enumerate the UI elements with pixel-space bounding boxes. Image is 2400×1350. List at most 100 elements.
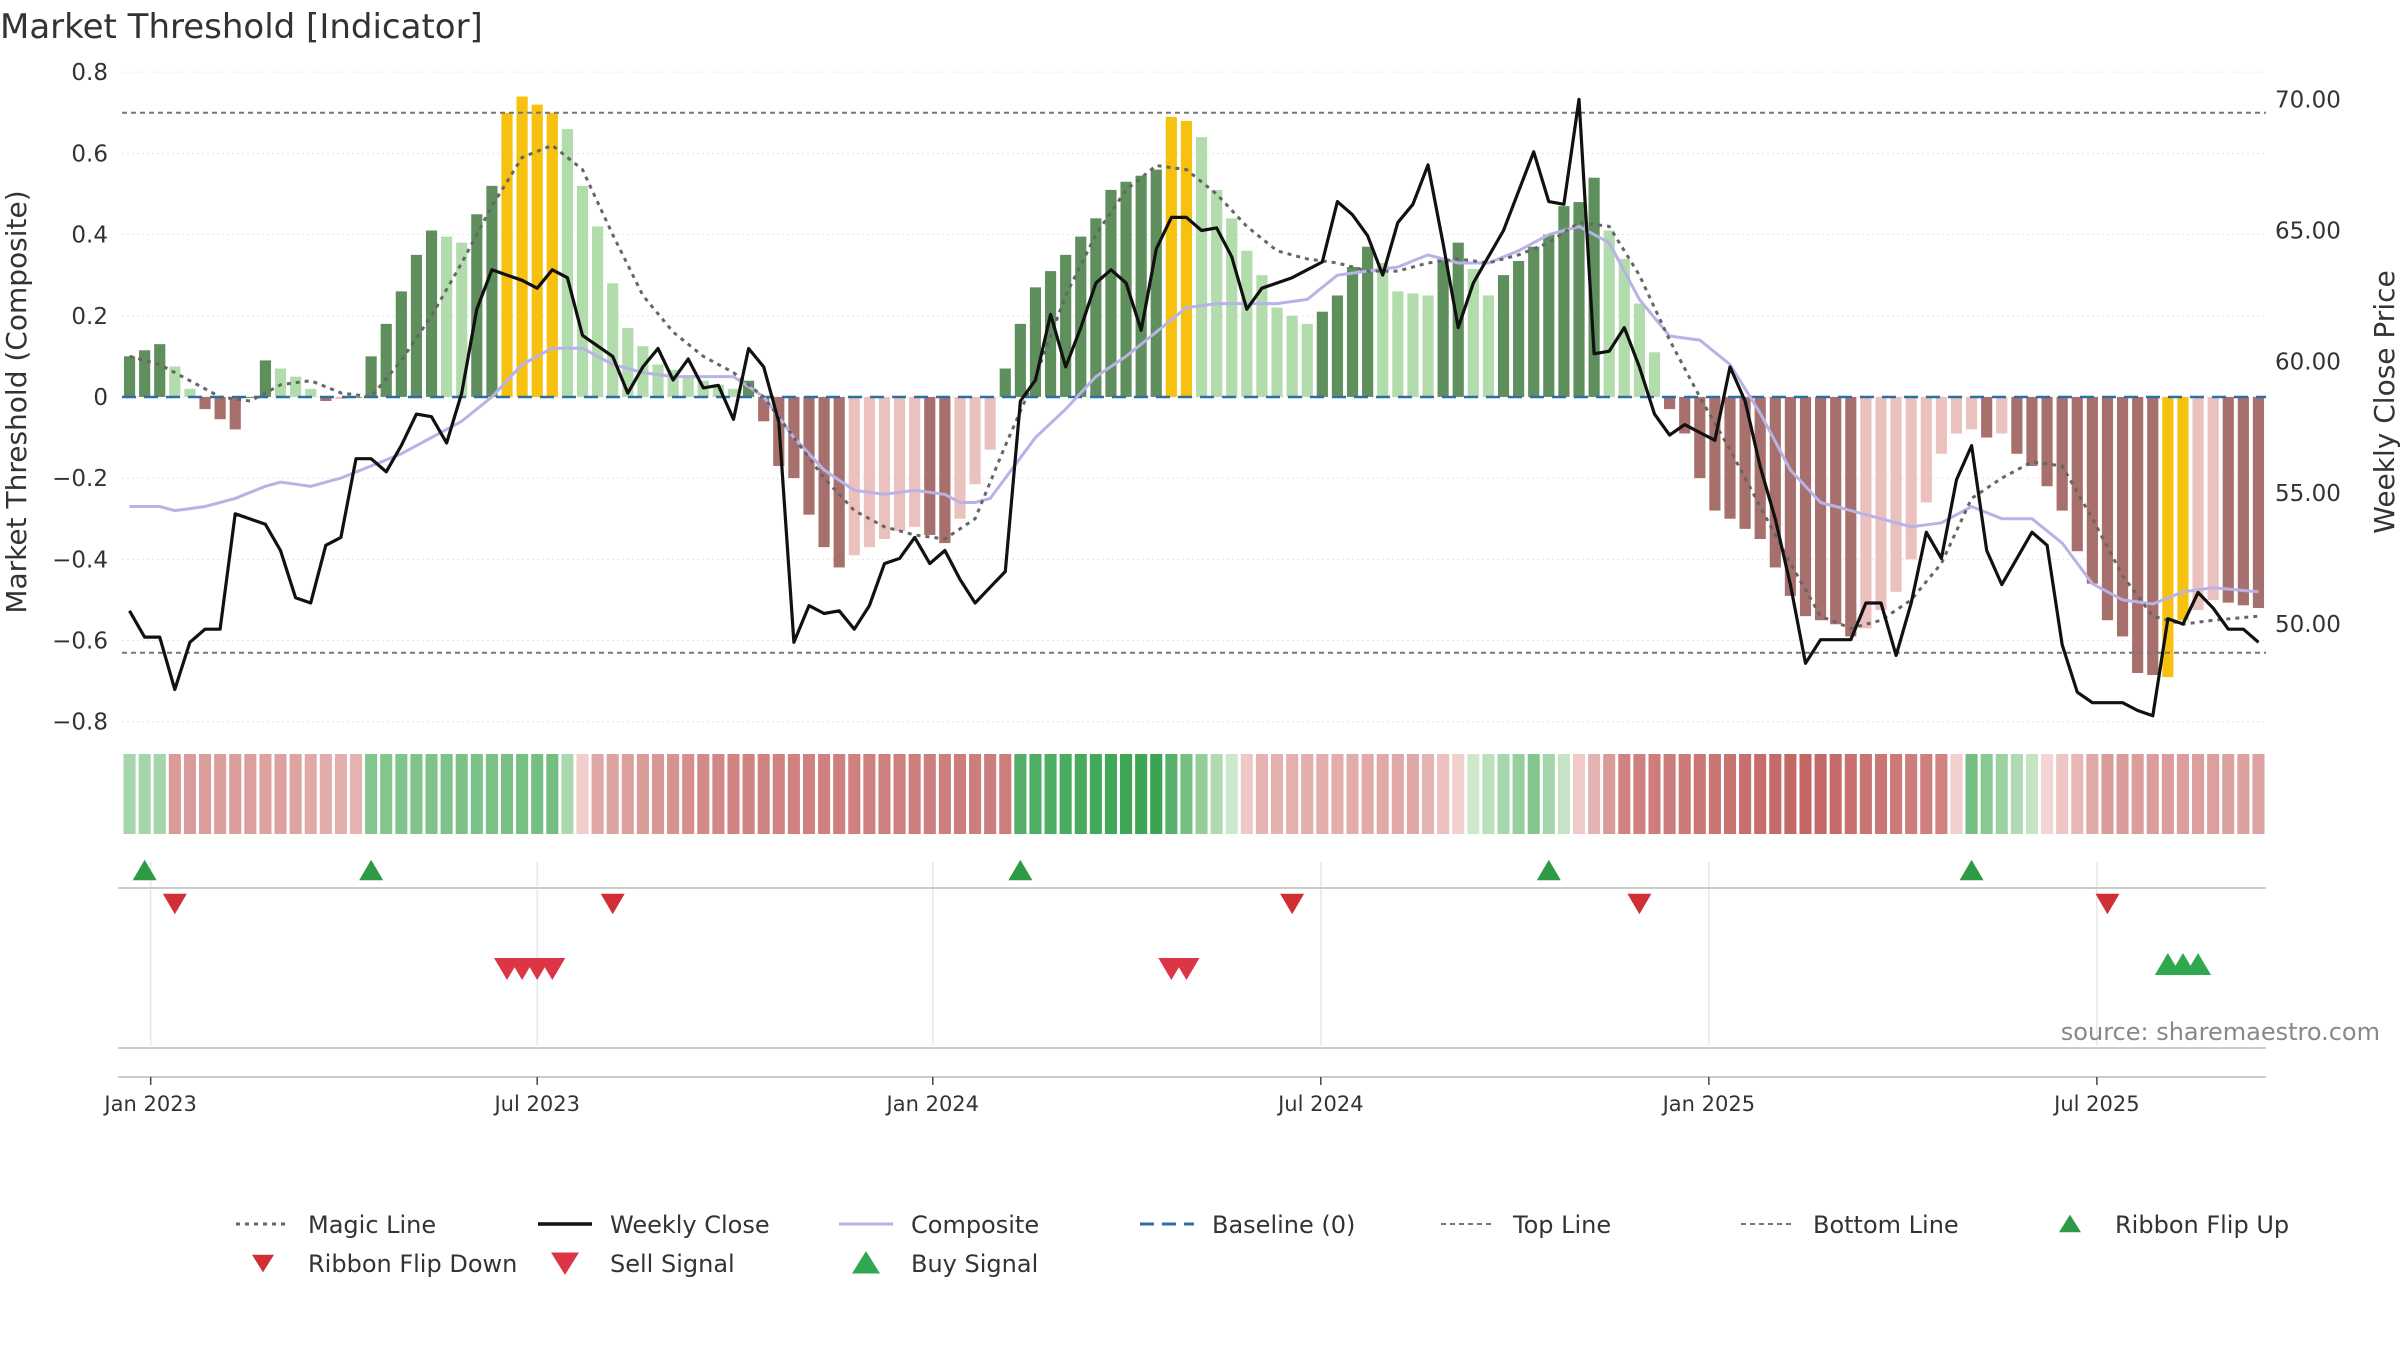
ribbon-flip-down-marker — [1280, 893, 1305, 915]
ribbon-cell — [365, 754, 378, 834]
ribbon-cell — [1693, 754, 1706, 834]
ribbon-cell — [274, 754, 287, 834]
chart-title: Market Threshold [Indicator] — [0, 7, 483, 47]
composite-bar — [2116, 396, 2129, 637]
ribbon-cell — [969, 754, 982, 834]
legend-item-magic: Magic Line — [236, 1211, 436, 1239]
ribbon-cell — [1240, 754, 1253, 834]
composite-bar — [2222, 396, 2234, 603]
legend-label: Ribbon Flip Up — [2115, 1211, 2289, 1239]
composite-bar — [1981, 396, 1993, 438]
ribbon-cell — [349, 754, 363, 834]
bar-layer — [123, 96, 2265, 678]
ribbon-cell — [1301, 754, 1314, 834]
ribbon-cell — [1542, 754, 1555, 834]
line-layer — [122, 97, 2266, 718]
legend-swatch — [551, 1252, 579, 1275]
composite-bar — [758, 396, 770, 422]
ribbon-cell — [380, 754, 393, 834]
composite-bar — [1513, 260, 1525, 397]
composite-bar — [1890, 396, 1902, 592]
ribbon-cell — [772, 754, 785, 834]
composite-bar — [1996, 396, 2008, 434]
ribbon-cell — [1165, 754, 1178, 834]
ribbon-flip-up-marker — [1959, 859, 1984, 881]
ribbon-cell — [1648, 754, 1661, 834]
composite-bar — [1633, 303, 1645, 397]
ribbon-cell — [1044, 754, 1057, 834]
legend-swatch — [852, 1251, 880, 1274]
ribbon-cell — [1361, 754, 1374, 834]
composite-bar — [244, 396, 256, 398]
composite-bar — [1664, 396, 1676, 410]
ribbon-cell — [304, 754, 317, 834]
composite-bar — [1301, 323, 1313, 397]
ribbon-cell — [1225, 754, 1238, 834]
ribbon-cell — [1935, 754, 1948, 834]
composite-bar — [592, 226, 604, 397]
composite-bar — [305, 388, 317, 397]
composite-bar — [290, 376, 302, 397]
composite-bar — [1648, 352, 1661, 397]
composite-bar — [2011, 396, 2023, 454]
ribbon-cell — [682, 754, 695, 834]
composite-bar — [1935, 396, 1947, 454]
ribbon-cell — [757, 754, 770, 834]
composite-bar — [1180, 120, 1193, 397]
ribbon-cell — [667, 754, 680, 834]
composite-bar — [395, 291, 407, 397]
ribbon-cell — [2222, 754, 2235, 834]
ribbon-cell — [999, 754, 1012, 834]
ribbon-cell — [1844, 754, 1857, 834]
composite-bar — [667, 369, 679, 397]
ribbon-cell — [1437, 754, 1450, 834]
ribbon-cell — [1376, 754, 1389, 834]
composite-bar — [1226, 218, 1238, 397]
left-y-tick-label: −0.8 — [52, 710, 108, 736]
ribbon-cell — [214, 754, 227, 834]
ribbon-cell — [1708, 754, 1721, 834]
ribbon-cell — [848, 754, 861, 834]
composite-bar — [939, 396, 951, 544]
ribbon-cell — [1905, 754, 1918, 834]
right-y-tick-label: 50.00 — [2275, 612, 2341, 638]
legend-item-baseline: Baseline (0) — [1140, 1211, 1355, 1239]
left-y-tick-label: −0.2 — [52, 466, 108, 492]
legend-item-top: Top Line — [1441, 1211, 1611, 1239]
composite-bar — [229, 396, 241, 430]
composite-bar — [1815, 396, 1827, 621]
composite-bar — [154, 344, 166, 397]
ribbon-cell — [1512, 754, 1525, 834]
ribbon-cell — [1814, 754, 1827, 834]
composite-bar — [1165, 116, 1177, 397]
ribbon-cell — [621, 754, 634, 834]
ribbon-cell — [1029, 754, 1042, 834]
composite-bar — [622, 327, 634, 397]
composite-bar — [2192, 396, 2204, 611]
composite-bar — [274, 368, 287, 397]
ribbon-cell — [289, 754, 302, 834]
composite-bar — [184, 388, 196, 397]
composite-bar — [1377, 262, 1389, 397]
composite-bar — [1195, 137, 1208, 397]
left-y-tick-label: 0.2 — [71, 304, 108, 330]
composite-bar — [1075, 236, 1087, 397]
legend-item-bottom: Bottom Line — [1741, 1211, 1959, 1239]
x-tick-label: Jan 2023 — [102, 1092, 197, 1116]
ribbon-cell — [2207, 754, 2220, 834]
ribbon-cell — [546, 754, 559, 834]
legend-label: Composite — [911, 1211, 1039, 1239]
composite-bar — [1497, 275, 1510, 397]
composite-bar — [2101, 396, 2114, 621]
composite-bar — [1392, 291, 1404, 397]
ribbon-cell — [2131, 754, 2144, 834]
ribbon-cell — [863, 754, 876, 834]
x-tick-label: Jul 2025 — [2052, 1092, 2139, 1116]
ribbon-cell — [1829, 754, 1842, 834]
legend-item-flipdown: Ribbon Flip Down — [252, 1250, 517, 1278]
ribbon-cell — [2101, 754, 2114, 834]
ribbon-cell — [727, 754, 740, 834]
ribbon-cell — [1089, 754, 1102, 834]
composite-bar — [727, 388, 740, 397]
composite-bar — [712, 384, 724, 397]
